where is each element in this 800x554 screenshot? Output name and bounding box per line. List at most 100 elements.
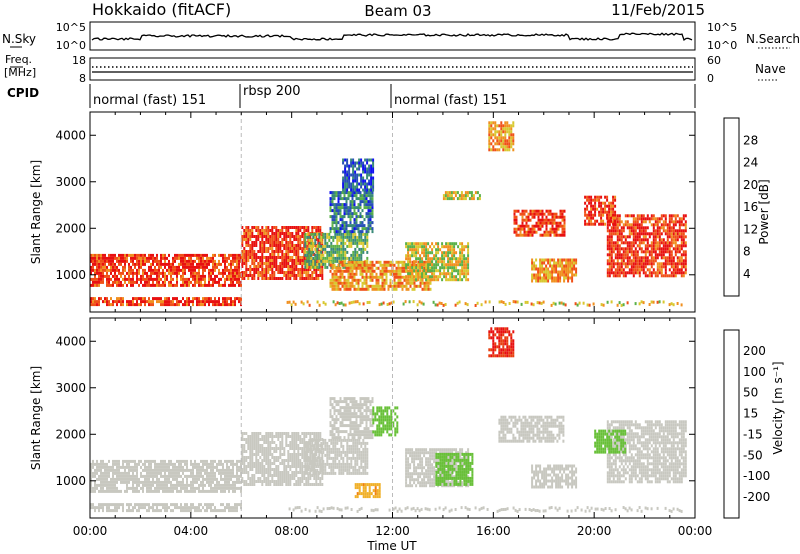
range-gate-cell [610,238,613,242]
range-gate-cell [610,259,613,263]
range-gate-cell [339,281,342,285]
range-gate-cell [150,480,152,484]
range-gate-cell [186,297,188,301]
range-gate-cell [303,229,306,232]
range-gate-cell [405,266,408,270]
range-gate-cell [196,300,198,304]
range-gate-cell [120,274,122,278]
range-gate-cell [421,269,424,273]
range-gate-cell [523,233,526,237]
range-gate-cell [660,241,663,245]
range-gate-cell [555,215,558,219]
range-gate-cell [337,206,340,210]
range-gate-cell [128,277,130,281]
range-gate-cell [271,232,274,235]
range-gate-cell [190,262,192,266]
range-gate-cell [224,259,226,263]
range-gate-cell [630,229,633,233]
range-gate-cell [352,170,355,174]
range-gate-cell [352,238,355,242]
range-gate-cell [465,272,468,276]
range-gate-cell [271,229,274,232]
range-gate-cell [202,259,204,263]
range-gate-cell [640,229,643,233]
range-gate-cell [188,300,190,304]
range-gate-cell [365,215,368,219]
range-gate-cell [674,229,677,233]
range-gate-cell [347,281,350,285]
range-gate-cell [132,262,134,266]
range-gate-cell [285,256,288,259]
range-gate-cell [608,271,611,275]
range-gate-cell [253,244,256,247]
range-gate-cell [210,271,212,275]
range-gate-cell [389,263,392,267]
range-gate-cell [212,471,214,475]
range-gate-cell [660,265,663,269]
range-gate-cell [329,230,332,234]
range-gate-cell [646,226,649,230]
range-gate-cell [271,241,274,244]
range-gate-cell [126,259,128,263]
range-gate-cell [650,241,653,245]
range-gate-cell [332,300,335,304]
range-gate-cell [393,278,396,282]
range-gate-cell [461,269,464,273]
range-gate-cell [265,241,268,244]
range-gate-cell [371,197,374,201]
range-gate-cell [547,233,550,237]
range-gate-cell [508,130,511,134]
range-gate-cell [478,194,481,198]
range-gate-cell [182,283,184,287]
range-gate-cell [666,259,669,263]
range-gate-cell [259,265,262,268]
range-gate-cell [616,220,619,224]
range-gate-cell [381,272,384,276]
range-gate-cell [586,204,589,208]
range-gate-cell [190,483,192,487]
range-gate-cell [146,489,148,493]
range-gate-cell [275,247,278,250]
range-gate-cell [411,248,414,252]
range-gate-cell [660,247,663,251]
range-gate-cell [646,214,649,218]
range-gate-cell [188,262,190,266]
range-gate-cell [642,217,645,221]
range-gate-cell [533,264,536,268]
range-gate-cell [666,247,669,251]
range-gate-cell [429,263,432,267]
range-gate-cell [366,176,369,180]
range-gate-cell [512,136,515,140]
range-gate-cell [506,148,509,152]
range-gate-cell [640,226,643,230]
range-gate-cell [369,194,372,198]
range-gate-cell [265,232,268,235]
range-gate-cell [320,238,323,242]
range-gate-cell [263,262,266,265]
range-gate-cell [345,284,348,288]
power-ylabel: Slant Range [km] [29,160,43,264]
range-gate-cell [383,269,386,273]
range-gate-cell [502,139,505,143]
range-gate-cell [289,238,292,241]
range-gate-cell [504,145,507,149]
range-gate-cell [289,268,292,271]
range-gate-cell [174,297,176,301]
range-gate-cell [369,263,372,267]
range-gate-cell [674,223,677,227]
range-gate-cell [346,235,349,239]
range-gate-cell [622,250,625,254]
range-gate-cell [512,300,515,304]
range-gate-cell [144,468,146,472]
range-gate-cell [626,256,629,260]
range-gate-cell [569,276,572,280]
range-gate-cell [196,277,198,281]
range-gate-cell [606,238,609,242]
range-gate-cell [346,256,349,260]
range-gate-cell [545,227,548,231]
range-gate-cell [293,253,296,256]
range-gate-cell [249,232,252,235]
range-gate-cell [92,259,94,263]
range-gate-cell [118,471,120,475]
range-gate-cell [330,265,333,269]
